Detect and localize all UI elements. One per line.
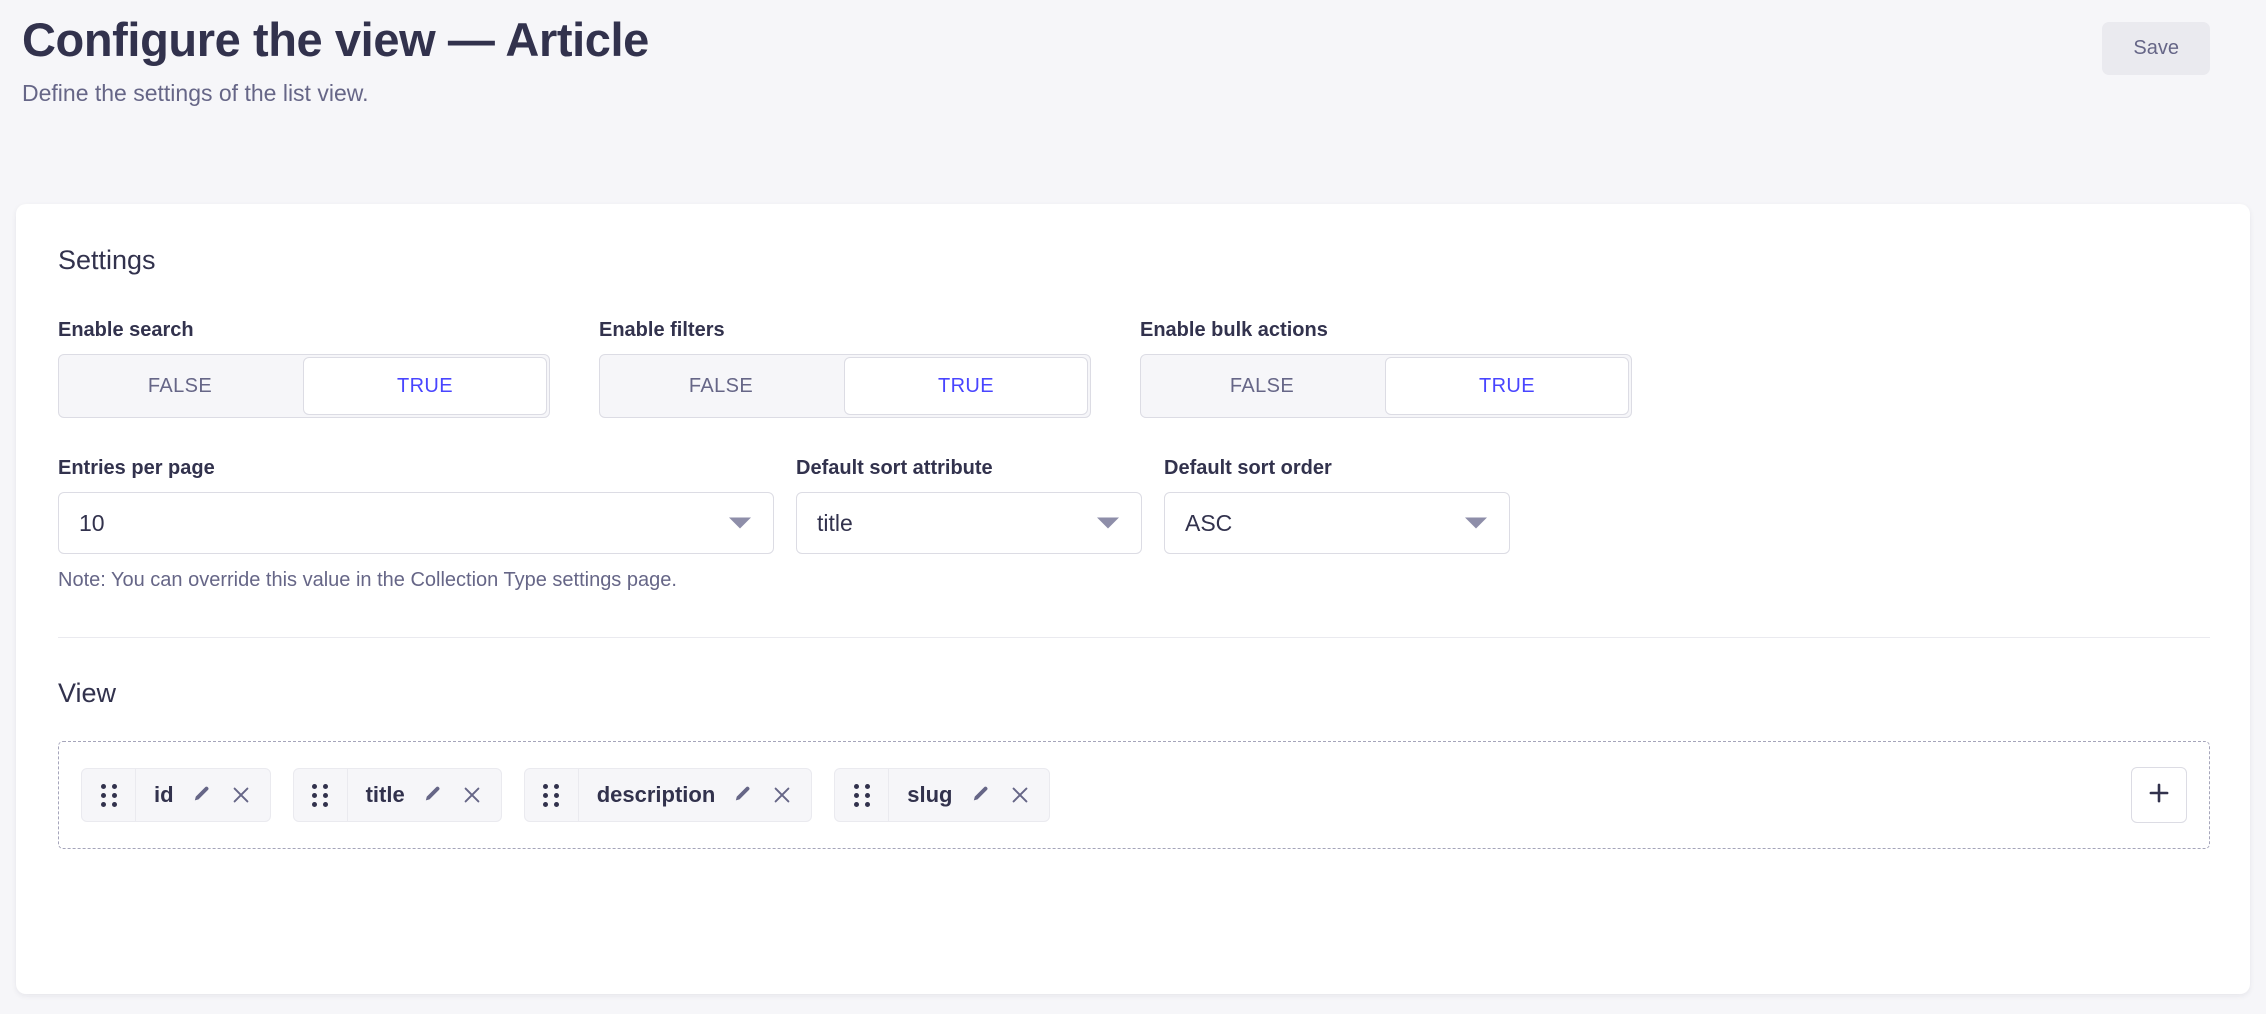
chevron-down-icon [729, 517, 751, 529]
entries-per-page-label: Entries per page [58, 457, 215, 480]
close-icon[interactable] [1007, 782, 1033, 808]
field-chip-body: id [136, 769, 270, 821]
enable-filters-true-option[interactable]: TRUE [844, 357, 1088, 416]
default-sort-order-select[interactable]: ASC [1164, 492, 1510, 555]
field-chip-body: title [348, 769, 501, 821]
field-chip-description[interactable]: description [523, 768, 813, 823]
page-header: Configure the view — Article Define the … [0, 0, 2266, 109]
drag-handle-icon[interactable] [525, 769, 579, 822]
close-icon[interactable] [228, 782, 254, 808]
enable-filters-toggle[interactable]: FALSE TRUE [599, 354, 1091, 419]
header-text-block: Configure the view — Article Define the … [22, 13, 649, 109]
enable-bulk-actions-group: Enable bulk actions FALSE TRUE [1140, 318, 1632, 419]
enable-filters-group: Enable filters FALSE TRUE [599, 318, 1091, 419]
selects-row: Entries per page 10 Note: You can overri… [58, 456, 2208, 593]
close-icon[interactable] [459, 782, 485, 808]
field-chip-title[interactable]: title [292, 768, 502, 823]
pencil-icon[interactable] [419, 782, 445, 808]
enable-filters-false-option[interactable]: FALSE [688, 374, 754, 397]
field-chip-slug[interactable]: slug [834, 768, 1050, 823]
default-sort-order-label: Default sort order [1164, 457, 1332, 480]
enable-search-false-option[interactable]: FALSE [147, 374, 213, 397]
default-sort-attribute-group: Default sort attribute title [796, 456, 1142, 555]
settings-card: Settings Enable search FALSE TRUE Enable… [16, 204, 2250, 994]
enable-search-true-option[interactable]: TRUE [303, 357, 547, 416]
add-field-button[interactable] [2131, 767, 2187, 824]
drag-handle-icon[interactable] [294, 769, 348, 822]
drag-handle-icon[interactable] [835, 769, 890, 822]
field-chip-body: slug [889, 769, 1048, 821]
default-sort-order-group: Default sort order ASC [1164, 456, 1510, 555]
entries-per-page-select[interactable]: 10 [58, 492, 774, 555]
page-subtitle: Define the settings of the list view. [22, 79, 369, 106]
pencil-icon[interactable] [729, 782, 755, 808]
enable-bulk-actions-false-option[interactable]: FALSE [1229, 374, 1295, 397]
field-chip-body: description [579, 769, 812, 821]
entries-per-page-note: Note: You can override this value in the… [58, 569, 677, 592]
enable-search-group: Enable search FALSE TRUE [58, 318, 550, 419]
default-sort-order-value: ASC [1185, 509, 1233, 536]
enable-search-label: Enable search [58, 319, 194, 342]
default-sort-attribute-value: title [817, 509, 853, 536]
entries-per-page-group: Entries per page 10 Note: You can overri… [58, 456, 774, 593]
field-chip-id[interactable]: id [81, 768, 271, 823]
plus-icon [2146, 780, 2172, 811]
enable-bulk-actions-label: Enable bulk actions [1140, 319, 1328, 342]
field-chip-label: slug [907, 782, 953, 808]
default-sort-attribute-label: Default sort attribute [796, 457, 993, 480]
settings-section-title: Settings [58, 245, 156, 275]
default-sort-attribute-select[interactable]: title [796, 492, 1142, 555]
pencil-icon[interactable] [967, 782, 993, 808]
chevron-down-icon [1097, 517, 1119, 529]
enable-search-toggle[interactable]: FALSE TRUE [58, 354, 550, 419]
chevron-down-icon [1465, 517, 1487, 529]
field-chip-label: title [365, 782, 405, 808]
enable-filters-label: Enable filters [599, 319, 725, 342]
field-chip-label: description [596, 782, 716, 808]
toggles-row: Enable search FALSE TRUE Enable filters … [58, 318, 2208, 419]
save-button[interactable]: Save [2102, 22, 2210, 75]
section-divider [58, 637, 2210, 639]
page-title: Configure the view — Article [22, 13, 649, 66]
view-fields-dropzone[interactable]: id [58, 741, 2210, 850]
enable-bulk-actions-toggle[interactable]: FALSE TRUE [1140, 354, 1632, 419]
close-icon[interactable] [769, 782, 795, 808]
enable-bulk-actions-true-option[interactable]: TRUE [1385, 357, 1629, 416]
view-section-title: View [58, 678, 117, 709]
entries-per-page-value: 10 [79, 509, 105, 536]
drag-handle-icon[interactable] [82, 769, 136, 822]
pencil-icon[interactable] [188, 782, 214, 808]
field-chip-label: id [154, 782, 174, 808]
